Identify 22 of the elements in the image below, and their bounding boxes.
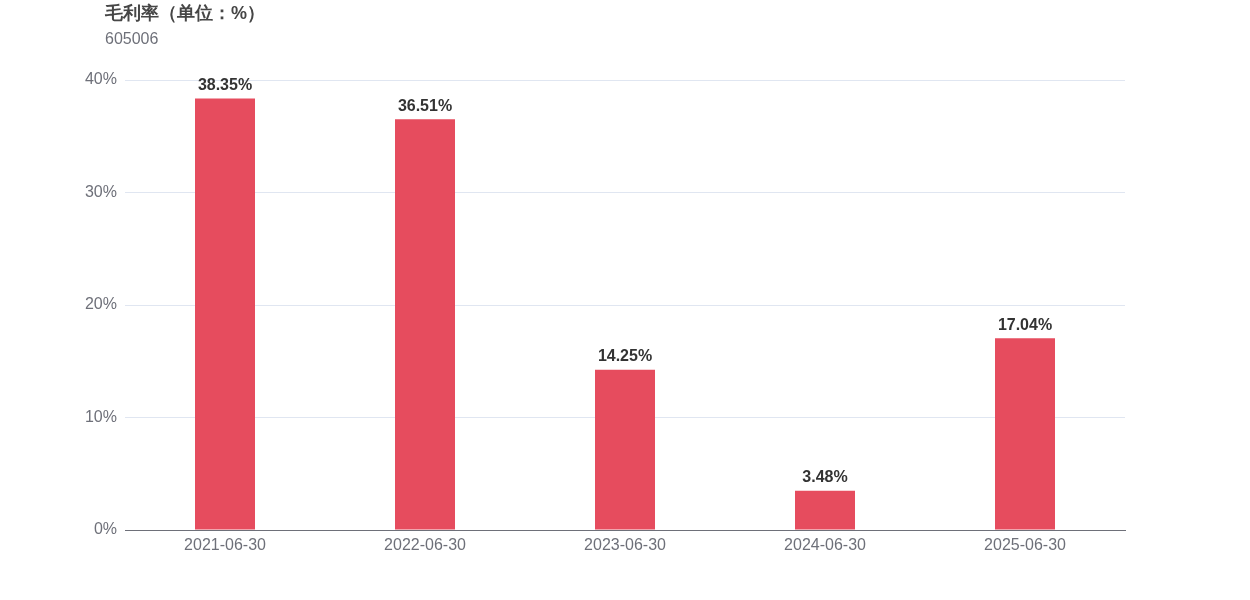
bar xyxy=(795,490,855,530)
bar xyxy=(995,338,1055,530)
data-label: 3.48% xyxy=(802,468,848,486)
y-tick-label: 20% xyxy=(84,295,117,313)
y-tick-label: 30% xyxy=(84,182,117,200)
x-tick-label: 2021-06-30 xyxy=(184,536,267,554)
chart-subtitle: 605006 xyxy=(105,30,159,48)
x-tick-label: 2022-06-30 xyxy=(384,536,467,554)
x-tick-label: 2025-06-30 xyxy=(984,536,1067,554)
data-label: 38.35% xyxy=(197,75,253,93)
y-tick-label: 0% xyxy=(93,520,117,538)
y-tick-label: 10% xyxy=(84,407,117,425)
bar xyxy=(595,369,655,530)
y-tick-label: 40% xyxy=(84,70,117,88)
bar xyxy=(195,98,255,530)
x-tick-label: 2024-06-30 xyxy=(784,536,867,554)
data-label: 17.04% xyxy=(997,315,1053,333)
chart-title: 毛利率（单位：%） xyxy=(105,2,266,25)
x-tick-label: 2023-06-30 xyxy=(584,536,667,554)
bar xyxy=(395,119,455,530)
data-label: 36.51% xyxy=(397,96,453,114)
data-label: 14.25% xyxy=(597,347,653,365)
